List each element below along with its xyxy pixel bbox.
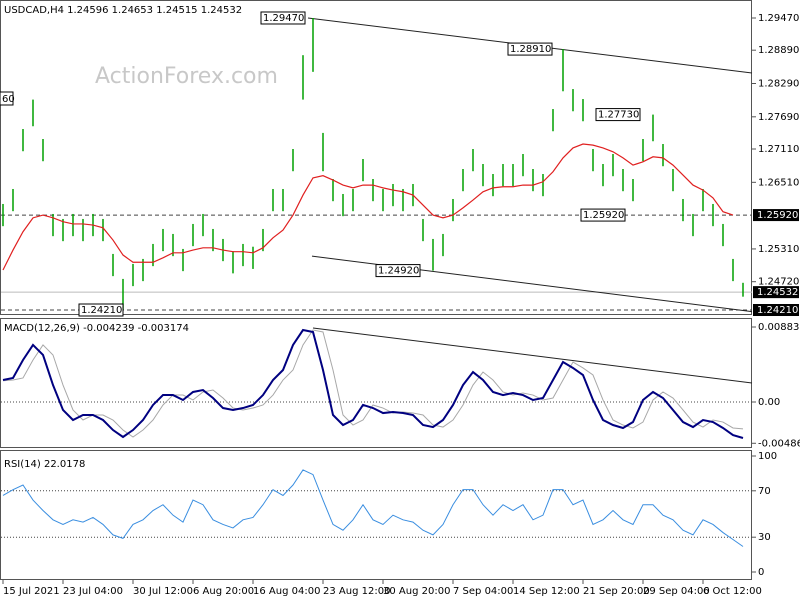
y-tick-label: 1.29470: [758, 13, 799, 24]
indicator-label: RSI(14) 22.0178: [4, 459, 85, 470]
clipped-label-box: [0, 91, 14, 106]
y-tick-label: 1.27690: [758, 112, 799, 123]
y-tick-label: 0.008837: [758, 322, 800, 333]
y-tick-label: 100: [758, 451, 777, 462]
x-tick-label: 29 Sep 04:00: [643, 586, 710, 597]
moving-average: [2, 143, 734, 271]
trend-line: [312, 327, 753, 384]
annotation-box: [375, 264, 421, 278]
y-tick-label: 1.28890: [758, 45, 799, 56]
level-label: 1.25920: [757, 210, 798, 221]
level-label-box: [753, 209, 799, 222]
y-tick-label: 1.27110: [758, 144, 799, 155]
y-tick-label: -0.004862: [758, 438, 800, 449]
y-tick-label: 1.24720: [758, 277, 799, 288]
main-panel: [0, 0, 752, 315]
macd-panel: [0, 318, 752, 448]
x-tick-label: 16 Aug 04:00: [253, 586, 320, 597]
y-tick-label: 0: [758, 567, 764, 578]
y-tick-label: 0.00: [758, 397, 780, 408]
annotation-box: [507, 42, 553, 56]
indicator-line: [2, 469, 744, 547]
annotation-label: 1.24920: [378, 266, 419, 277]
x-tick-label: 21 Sep 20:00: [583, 586, 650, 597]
y-tick-label: 30: [758, 532, 771, 543]
signal-line: [2, 329, 744, 438]
chart-title: USDCAD,H4 1.24596 1.24653 1.24515 1.2453…: [4, 5, 242, 16]
annotation-label: 1.24210: [81, 305, 122, 316]
x-tick-label: 14 Sep 12:00: [513, 586, 580, 597]
x-tick-label: 23 Jul 04:00: [63, 586, 123, 597]
x-tick-label: 30 Aug 20:00: [383, 586, 450, 597]
y-tick-label: 1.26510: [758, 177, 799, 188]
annotation-box: [595, 108, 641, 122]
x-tick-label: 7 Sep 04:00: [453, 586, 513, 597]
y-tick-label: 1.28290: [758, 78, 799, 89]
level-label: 1.24210: [757, 305, 798, 316]
annotation-label: 1.29470: [263, 13, 304, 24]
x-tick-label: 23 Aug 12:00: [323, 586, 390, 597]
y-tick-label: 70: [758, 486, 771, 497]
annotation-label: 1.27730: [598, 110, 639, 121]
y-tick-label: 1.25310: [758, 244, 799, 255]
indicator-label: MACD(12,26,9) -0.004239 -0.003174: [4, 323, 189, 334]
rsi-panel: [0, 450, 752, 580]
annotation-label: 1.28910: [510, 44, 551, 55]
level-label-box: [753, 304, 799, 317]
annotation-box: [260, 11, 306, 25]
annotation-label: 1.25920: [583, 210, 624, 221]
x-tick-label: 15 Jul 2021: [3, 586, 60, 597]
x-tick-label: 6 Aug 20:00: [193, 586, 254, 597]
annotation-box: [580, 208, 626, 222]
x-tick-label: 6 Oct 12:00: [703, 586, 762, 597]
annotation-box: [78, 303, 124, 317]
watermark: ActionForex.com: [95, 64, 278, 89]
level-label-box: [753, 286, 799, 299]
indicator-line: [2, 328, 744, 439]
x-tick-label: 30 Jul 12:00: [133, 586, 193, 597]
clipped-label: 60: [2, 94, 15, 105]
level-label: 1.24532: [757, 287, 798, 298]
